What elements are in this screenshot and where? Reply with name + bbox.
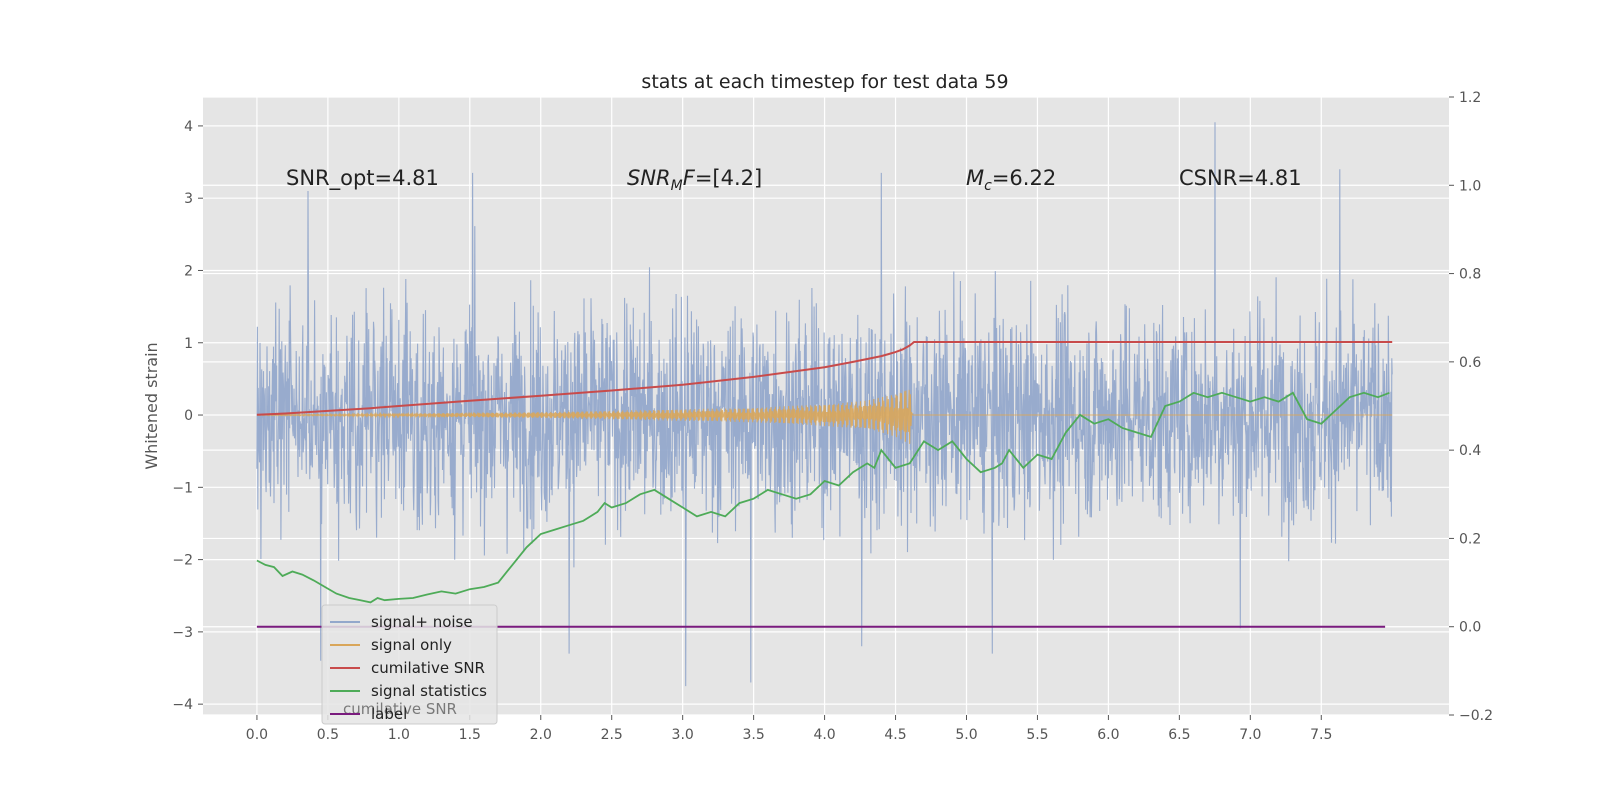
- y2-tick-label: 0.6: [1459, 355, 1481, 371]
- x-tick-label: 4.0: [813, 727, 835, 743]
- snr-mf-value: =[4.2]: [695, 166, 762, 190]
- legend-ghost-text: cumilative SNR: [343, 700, 457, 718]
- y2-tick-label: 1.0: [1459, 178, 1481, 194]
- legend-label: cumilative SNR: [371, 659, 485, 677]
- x-tick-label: 2.5: [601, 727, 623, 743]
- annotation-mc: Mc=6.22: [966, 166, 1056, 194]
- legend-box: [321, 604, 498, 725]
- y-tick-label: −3: [172, 625, 193, 641]
- x-tick-label: 0.5: [317, 727, 339, 743]
- x-tick-label: 7.0: [1239, 727, 1261, 743]
- x-tick-label: 6.0: [1097, 727, 1119, 743]
- series-signal-only: [256, 389, 1393, 444]
- legend: cumilative SNR signal+ noise signal only c…: [321, 604, 498, 725]
- legend-label: signal only: [371, 636, 452, 654]
- y-tick-label: −1: [172, 480, 193, 496]
- y-axis-right: 1.2 1.0 0.8 0.6 0.4 0.2 0.0 −0.2: [1449, 90, 1493, 724]
- y2-tick-label: 0.0: [1459, 620, 1481, 636]
- y-axis-label: Whitened strain: [142, 342, 161, 469]
- y-tick-label: 1: [184, 336, 193, 352]
- legend-label: signal+ noise: [371, 613, 473, 631]
- y-tick-label: 3: [184, 191, 193, 207]
- mc-sub: c: [984, 178, 992, 194]
- snr-mf-sub: M: [671, 178, 683, 194]
- cumulative-snr-line: [256, 341, 1393, 416]
- y2-tick-label: 0.4: [1459, 443, 1481, 459]
- x-tick-label: 1.5: [459, 727, 481, 743]
- x-tick-label: 6.5: [1168, 727, 1190, 743]
- x-tick-label: 1.0: [388, 727, 410, 743]
- y2-tick-label: 1.2: [1459, 90, 1481, 106]
- x-tick-label: 2.0: [530, 727, 552, 743]
- x-tick-label: 7.5: [1310, 727, 1332, 743]
- y2-tick-label: 0.2: [1459, 531, 1481, 547]
- x-tick-label: 0.0: [246, 727, 268, 743]
- y2-tick-label: −0.2: [1459, 708, 1493, 724]
- legend-label: label: [371, 705, 407, 723]
- y-tick-label: −2: [172, 553, 193, 569]
- snr-mf-f: F: [683, 166, 696, 190]
- y-tick-label: −4: [172, 697, 193, 713]
- y-tick-label: 2: [184, 263, 193, 279]
- x-tick-label: 3.0: [672, 727, 694, 743]
- signal-statistics-line: [256, 391, 1390, 604]
- x-tick-label: 4.5: [884, 727, 906, 743]
- y-axis-left: 4 3 2 1 0 −1 −2 −3 −4: [172, 119, 203, 713]
- x-tick-label: 5.0: [955, 727, 977, 743]
- mc-main: M: [966, 166, 984, 190]
- annotation-csnr: CSNR=4.81: [1179, 166, 1302, 190]
- x-tick-label: 5.5: [1026, 727, 1048, 743]
- snr-mf-main: SNR: [627, 166, 671, 190]
- signal-only-line: [256, 389, 1393, 444]
- y-tick-label: 4: [184, 119, 193, 135]
- mc-value: =6.22: [992, 166, 1056, 190]
- y-tick-label: 0: [184, 408, 193, 424]
- x-tick-label: 3.5: [742, 727, 764, 743]
- annotation-snr-mf: SNRMF=[4.2]: [627, 166, 762, 194]
- annotation-snr-opt: SNR_opt=4.81: [286, 166, 439, 191]
- chart-title: stats at each timestep for test data 59: [641, 71, 1008, 93]
- x-axis: 0.0 0.5 1.0 1.5 2.0 2.5 3.0 3.5 4.0 4.5 5.0 5.5 6.0 6…: [246, 715, 1332, 743]
- y2-tick-label: 0.8: [1459, 267, 1481, 283]
- legend-label: signal statistics: [371, 682, 487, 700]
